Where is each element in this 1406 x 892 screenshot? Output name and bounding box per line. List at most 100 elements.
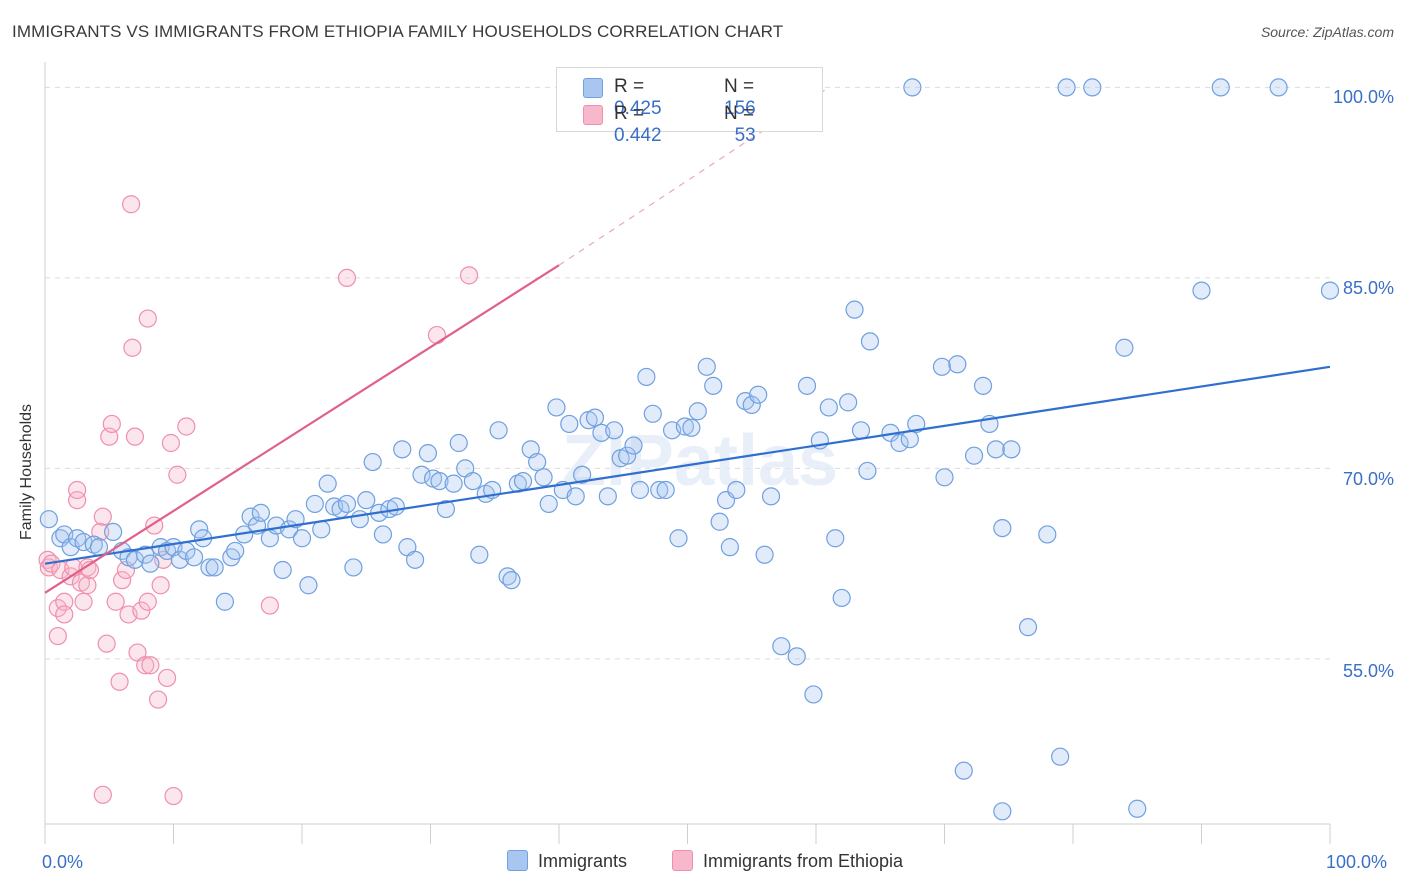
data-point-ethiopia xyxy=(260,596,279,615)
data-point-ethiopia xyxy=(164,786,183,806)
data-point-ethiopia xyxy=(177,417,196,436)
data-point-immigrants xyxy=(900,430,919,449)
x-tick-label-min: 0.0% xyxy=(42,852,84,872)
data-point-immigrants xyxy=(573,465,592,484)
data-point-immigrants xyxy=(251,503,270,522)
data-point-immigrants xyxy=(697,357,716,376)
data-point-immigrants xyxy=(675,417,695,436)
data-point-immigrants xyxy=(528,452,547,472)
data-point-ethiopia xyxy=(121,195,141,214)
data-point-immigrants xyxy=(986,440,1006,459)
data-point-ethiopia xyxy=(337,268,357,287)
legend-n-value: 156 xyxy=(724,98,756,119)
data-point-immigrants xyxy=(948,355,967,374)
legend-r-label: R = xyxy=(614,103,645,124)
data-point-immigrants xyxy=(720,538,740,557)
data-point-ethiopia xyxy=(125,427,145,446)
data-point-immigrants xyxy=(1057,78,1076,97)
data-point-immigrants xyxy=(136,545,155,564)
data-point-immigrants xyxy=(1115,338,1134,357)
data-point-immigrants xyxy=(84,535,103,554)
data-point-immigrants xyxy=(184,548,204,567)
data-point-immigrants xyxy=(585,408,605,427)
grid-lines xyxy=(45,86,1330,660)
legend-r-value: 0.425 xyxy=(614,98,662,119)
data-point-ethiopia xyxy=(151,576,170,595)
data-point-immigrants xyxy=(104,522,123,542)
data-point-ethiopia xyxy=(48,626,67,646)
data-point-immigrants xyxy=(393,440,412,459)
data-point-immigrants xyxy=(598,487,617,506)
data-point-ethiopia xyxy=(161,433,181,453)
series-ethiopia-points xyxy=(38,195,479,806)
data-point-immigrants xyxy=(470,545,489,564)
data-point-immigrants xyxy=(1192,281,1211,300)
data-point-immigrants xyxy=(141,554,160,573)
data-point-immigrants xyxy=(412,465,431,484)
data-point-immigrants xyxy=(851,421,871,440)
data-point-immigrants xyxy=(373,525,393,544)
data-point-immigrants xyxy=(727,480,746,500)
data-point-immigrants xyxy=(688,402,707,421)
data-point-immigrants xyxy=(624,436,643,455)
data-point-immigrants xyxy=(1211,78,1230,97)
data-point-ethiopia xyxy=(157,668,177,688)
data-point-immigrants xyxy=(89,538,109,557)
data-point-immigrants xyxy=(357,491,376,510)
data-point-immigrants xyxy=(1083,78,1102,97)
data-point-ethiopia xyxy=(102,414,121,434)
legend-swatch-ethiopia xyxy=(583,105,603,125)
data-point-immigrants xyxy=(430,472,449,491)
data-point-immigrants xyxy=(656,480,675,500)
bottom-legend-label-ethiopia: Immigrants from Ethiopia xyxy=(703,851,904,871)
legend-r-label: R = xyxy=(614,76,645,97)
data-point-ethiopia xyxy=(112,571,132,590)
data-point-immigrants xyxy=(839,393,858,412)
data-point-immigrants xyxy=(1320,281,1340,300)
data-point-immigrants xyxy=(819,398,838,417)
data-point-immigrants xyxy=(436,499,456,519)
data-point-immigrants xyxy=(772,637,791,656)
data-point-ethiopia xyxy=(148,690,168,709)
data-point-immigrants xyxy=(993,802,1012,821)
bottom-legend-immigrants: Immigrants xyxy=(507,850,627,872)
data-point-immigrants xyxy=(363,452,382,472)
data-point-immigrants xyxy=(405,550,425,569)
data-point-immigrants xyxy=(205,558,224,577)
data-point-immigrants xyxy=(826,529,845,548)
data-point-immigrants xyxy=(907,414,926,434)
bottom-legend-ethiopia: Immigrants from Ethiopia xyxy=(672,850,903,872)
data-point-ethiopia xyxy=(68,491,87,510)
data-point-immigrants xyxy=(463,472,483,491)
data-point-immigrants xyxy=(170,550,190,569)
data-point-immigrants xyxy=(860,332,880,351)
data-point-immigrants xyxy=(1051,747,1070,766)
data-point-ethiopia xyxy=(93,785,112,804)
data-point-immigrants xyxy=(344,558,363,577)
data-point-immigrants xyxy=(292,529,312,548)
data-point-ethiopia xyxy=(110,672,129,691)
data-point-immigrants xyxy=(1269,78,1288,97)
data-point-immigrants xyxy=(539,494,558,514)
data-point-ethiopia xyxy=(68,480,87,500)
data-point-immigrants xyxy=(1018,618,1038,637)
data-point-immigrants xyxy=(286,510,305,529)
data-point-ethiopia xyxy=(427,325,447,345)
data-point-ethiopia xyxy=(138,309,157,328)
data-point-immigrants xyxy=(797,376,817,395)
trend-line-immigrants xyxy=(44,365,1331,565)
x-tick-label-max: 100.0% xyxy=(1326,852,1388,872)
bottom-legend-swatch-immigrants xyxy=(507,850,528,871)
data-point-immigrants xyxy=(312,520,331,539)
data-point-immigrants xyxy=(226,541,245,561)
trend-line-ethiopia xyxy=(44,264,560,594)
data-point-immigrants xyxy=(858,461,877,481)
data-point-immigrants xyxy=(637,367,656,387)
data-point-immigrants xyxy=(190,520,209,539)
data-point-immigrants xyxy=(845,300,864,319)
y-tick-label-55: 55.0% xyxy=(1342,661,1394,681)
y-tick-label-70: 70.0% xyxy=(1342,469,1394,489)
data-point-immigrants xyxy=(1038,525,1057,544)
data-point-immigrants xyxy=(605,421,624,440)
data-point-ethiopia xyxy=(93,507,112,526)
